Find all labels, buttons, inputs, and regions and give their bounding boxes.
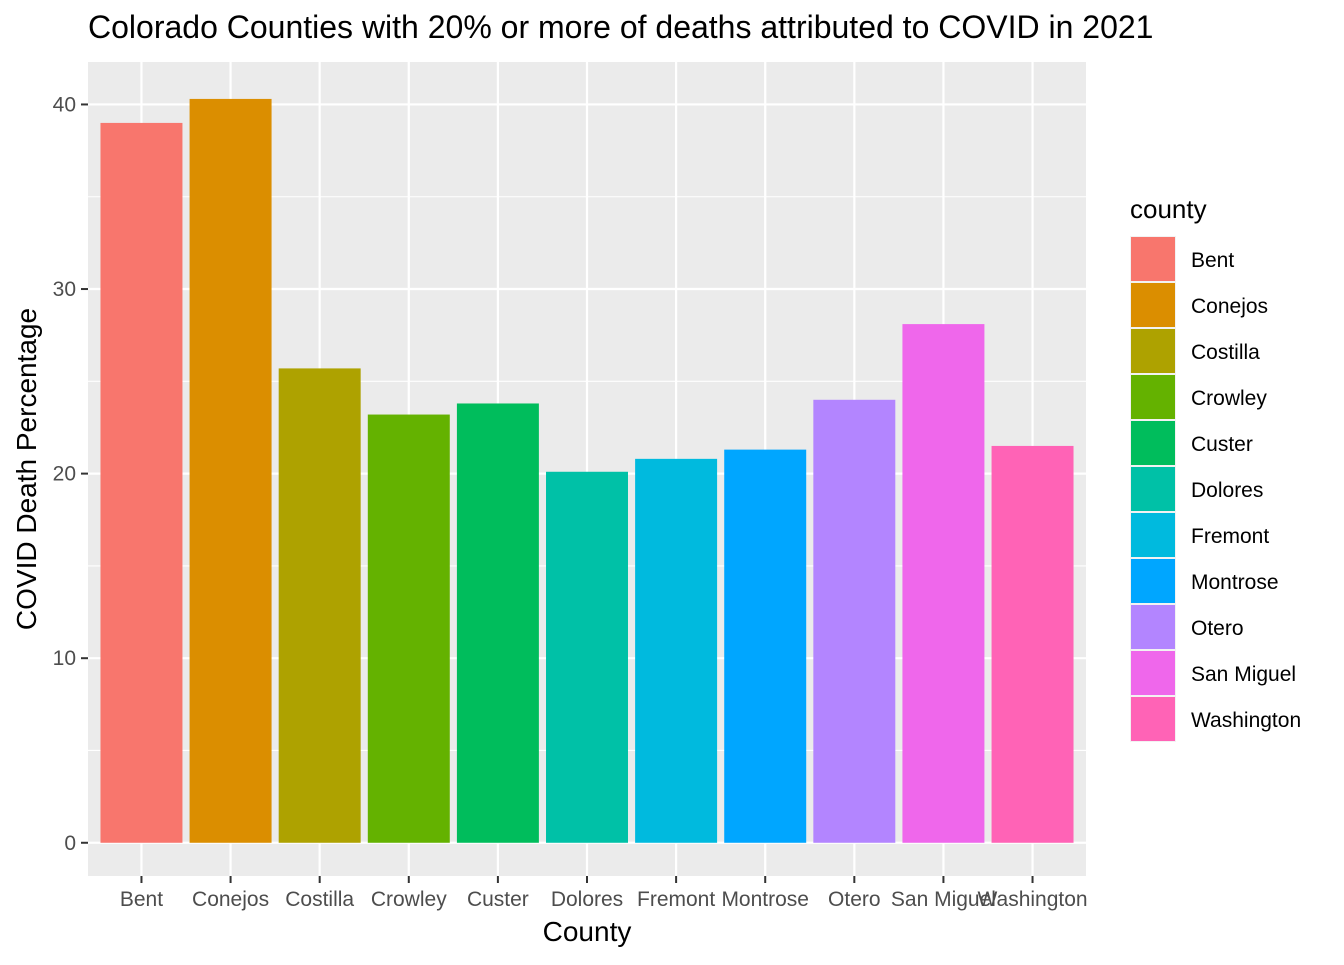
x-tick-label: San Miguel <box>891 888 996 911</box>
legend-swatch <box>1131 651 1175 695</box>
legend-title: county <box>1130 194 1207 224</box>
x-tick-label: Dolores <box>551 888 623 911</box>
x-tick-label: Bent <box>120 888 163 911</box>
legend-label: Bent <box>1191 249 1234 272</box>
legend-swatch <box>1131 467 1175 511</box>
legend-label: Costilla <box>1191 341 1260 364</box>
bar-san-miguel <box>902 324 985 843</box>
legend-label: Custer <box>1191 433 1253 456</box>
y-tick-label: 40 <box>53 93 76 116</box>
legend-swatch <box>1131 513 1175 557</box>
bar-dolores <box>546 471 628 843</box>
legend-label: Otero <box>1191 617 1244 640</box>
legend-swatch <box>1131 375 1175 419</box>
legend-label: Fremont <box>1191 525 1269 548</box>
legend-swatch <box>1131 559 1175 603</box>
legend-label: San Miguel <box>1191 663 1296 686</box>
bar-bent <box>100 122 183 843</box>
legend-swatch <box>1131 237 1175 281</box>
bar-conejos <box>189 98 272 843</box>
legend-label: Dolores <box>1191 479 1263 502</box>
legend-swatch <box>1131 421 1175 465</box>
y-tick-label: 30 <box>53 278 76 301</box>
legend-label: Montrose <box>1191 571 1279 594</box>
x-tick-label: Crowley <box>371 888 447 911</box>
legend-label: Washington <box>1191 709 1301 732</box>
legend-label: Conejos <box>1191 295 1268 318</box>
bar-custer <box>456 403 539 843</box>
bar-crowley <box>367 414 450 843</box>
legend-label: Crowley <box>1191 387 1267 410</box>
x-axis: Bent Conejos Costilla Crowley Custer Dolores F… <box>120 876 1088 911</box>
x-tick-label: Conejos <box>192 888 269 911</box>
chart-title: Colorado Counties with 20% or more of de… <box>88 9 1153 45</box>
x-tick-label: Otero <box>828 888 881 911</box>
bar-montrose <box>724 449 807 843</box>
y-tick-label: 20 <box>53 463 76 486</box>
legend-swatch <box>1131 283 1175 327</box>
bar-costilla <box>278 368 361 843</box>
x-tick-label: Washington <box>977 888 1087 911</box>
y-tick-label: 0 <box>64 832 76 855</box>
y-axis: 0 10 20 30 40 <box>53 93 88 855</box>
legend: county Bent Conejos Costilla Crowley Custer D… <box>1130 194 1301 742</box>
x-tick-label: Costilla <box>285 888 354 911</box>
legend-items: Bent Conejos Costilla Crowley Custer Dolores F… <box>1130 236 1301 742</box>
x-tick-label: Fremont <box>637 888 715 911</box>
x-tick-label: Custer <box>467 888 529 911</box>
bar-fremont <box>635 458 718 843</box>
y-tick-label: 10 <box>53 647 76 670</box>
x-axis-title: County <box>543 916 632 947</box>
legend-swatch <box>1131 697 1175 741</box>
legend-swatch <box>1131 329 1175 373</box>
bar-washington <box>991 445 1074 843</box>
x-tick-label: Montrose <box>721 888 809 911</box>
bar-otero <box>813 399 896 843</box>
legend-swatch <box>1131 605 1175 649</box>
y-axis-title: COVID Death Percentage <box>11 308 42 630</box>
bars <box>100 98 1074 843</box>
